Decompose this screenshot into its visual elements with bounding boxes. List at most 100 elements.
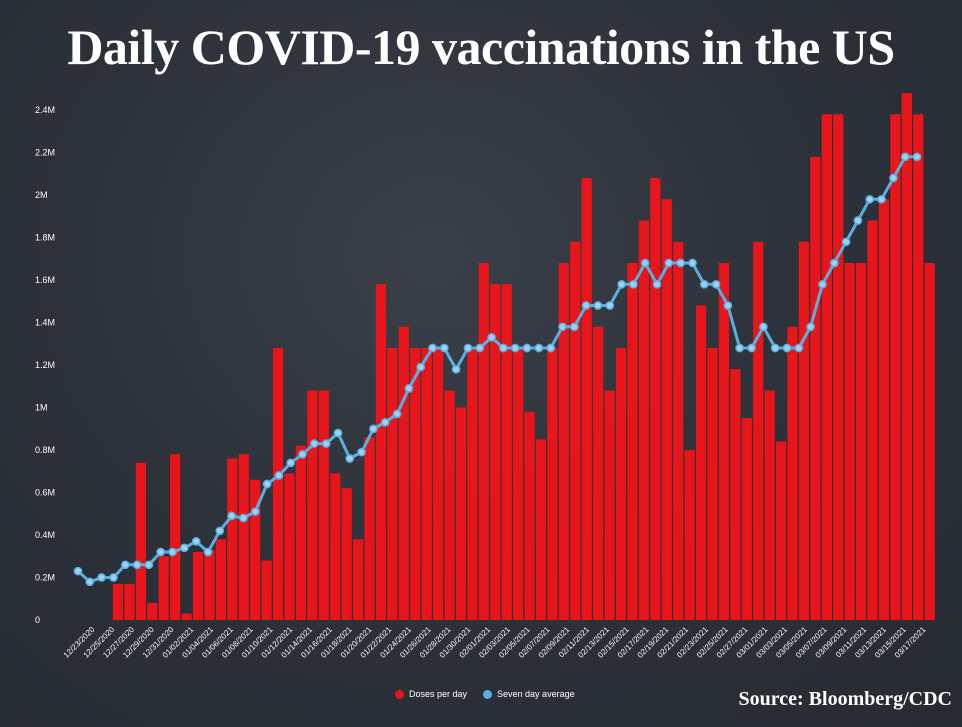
average-point bbox=[841, 237, 851, 247]
bar bbox=[753, 241, 764, 620]
average-point bbox=[605, 301, 615, 310]
average-point bbox=[581, 301, 591, 310]
bar bbox=[204, 549, 215, 621]
average-point bbox=[640, 258, 650, 268]
average-point bbox=[912, 152, 922, 162]
bar bbox=[250, 479, 261, 620]
average-point bbox=[274, 471, 284, 480]
bar bbox=[318, 390, 329, 620]
average-point bbox=[109, 573, 118, 582]
average-point bbox=[617, 279, 626, 289]
average-point bbox=[144, 560, 154, 570]
bar bbox=[878, 199, 890, 620]
average-point bbox=[380, 418, 390, 427]
average-point bbox=[593, 301, 603, 310]
y-tick-label: 0.6M bbox=[35, 488, 55, 498]
bar bbox=[192, 552, 204, 620]
y-tick-label: 0 bbox=[35, 615, 40, 625]
average-point bbox=[534, 343, 544, 353]
bar bbox=[855, 263, 867, 620]
bar bbox=[387, 348, 398, 620]
bar bbox=[901, 93, 912, 620]
legend-swatch-average bbox=[483, 689, 493, 699]
average-point bbox=[132, 560, 142, 570]
bar bbox=[295, 445, 307, 620]
bar bbox=[341, 488, 352, 620]
bar bbox=[730, 369, 741, 620]
average-point bbox=[558, 322, 567, 332]
bar bbox=[684, 450, 695, 620]
average-point bbox=[818, 279, 827, 289]
average-point bbox=[239, 513, 248, 523]
average-point bbox=[357, 447, 366, 457]
bar bbox=[410, 348, 421, 620]
bar bbox=[844, 263, 855, 620]
bar bbox=[798, 241, 810, 620]
legend-label-doses: Doses per day bbox=[409, 689, 468, 699]
bar bbox=[513, 348, 524, 620]
y-tick-label: 1M bbox=[35, 403, 48, 413]
bar bbox=[455, 407, 467, 620]
bar bbox=[821, 114, 832, 620]
average-point bbox=[97, 573, 106, 582]
average-point bbox=[298, 449, 307, 459]
bar bbox=[352, 539, 364, 620]
bar bbox=[638, 220, 649, 620]
bar bbox=[421, 348, 432, 620]
bar bbox=[238, 454, 249, 620]
average-point bbox=[499, 343, 508, 353]
bar bbox=[215, 539, 226, 620]
bar bbox=[398, 326, 409, 620]
average-point bbox=[877, 194, 886, 204]
average-point bbox=[546, 343, 556, 353]
average-point bbox=[688, 258, 697, 268]
bar bbox=[135, 462, 146, 620]
average-point bbox=[180, 543, 189, 553]
y-axis: 0 0.2M 0.4M 0.6M 0.8M 1M 1.2M 1.4M 1.6M 1.8M 2M 2.2… bbox=[35, 105, 55, 625]
average-point bbox=[203, 547, 213, 557]
average-point bbox=[510, 343, 520, 353]
bar bbox=[707, 348, 718, 620]
average-point bbox=[369, 424, 378, 434]
average-point bbox=[699, 279, 709, 289]
legend-item-doses: Doses per day bbox=[395, 689, 467, 699]
y-tick-label: 2.4M bbox=[35, 105, 55, 115]
bar bbox=[535, 439, 547, 621]
bar bbox=[307, 390, 318, 620]
average-point bbox=[723, 301, 733, 310]
y-tick-label: 0.2M bbox=[35, 573, 55, 583]
average-point bbox=[889, 173, 898, 183]
bar bbox=[810, 156, 821, 620]
bar bbox=[272, 348, 284, 620]
y-tick-label: 2.2M bbox=[35, 148, 55, 158]
average-point bbox=[392, 409, 402, 419]
bar bbox=[833, 114, 844, 620]
bar bbox=[112, 583, 124, 621]
bar bbox=[375, 284, 387, 620]
average-point bbox=[759, 322, 768, 332]
y-tick-label: 2M bbox=[35, 190, 48, 200]
average-line-series bbox=[73, 152, 922, 587]
y-tick-label: 1.8M bbox=[35, 233, 55, 243]
bar bbox=[581, 178, 592, 620]
average-point bbox=[451, 364, 461, 374]
average-point bbox=[321, 439, 331, 448]
bar bbox=[261, 560, 272, 620]
average-point bbox=[747, 343, 756, 353]
average-point bbox=[676, 258, 686, 268]
average-point bbox=[333, 428, 343, 438]
bar bbox=[570, 241, 581, 620]
average-point bbox=[522, 343, 532, 353]
average-point bbox=[900, 152, 910, 162]
legend: Doses per day Seven day average bbox=[395, 689, 575, 699]
bar bbox=[364, 437, 375, 620]
y-tick-label: 1.6M bbox=[35, 275, 55, 285]
legend-swatch-doses bbox=[395, 689, 404, 699]
bar bbox=[124, 583, 135, 621]
bar bbox=[673, 241, 684, 620]
legend-label-average: Seven day average bbox=[497, 689, 575, 699]
average-point bbox=[652, 279, 662, 289]
bar bbox=[227, 458, 238, 620]
average-point bbox=[262, 479, 272, 489]
average-point bbox=[770, 343, 780, 353]
